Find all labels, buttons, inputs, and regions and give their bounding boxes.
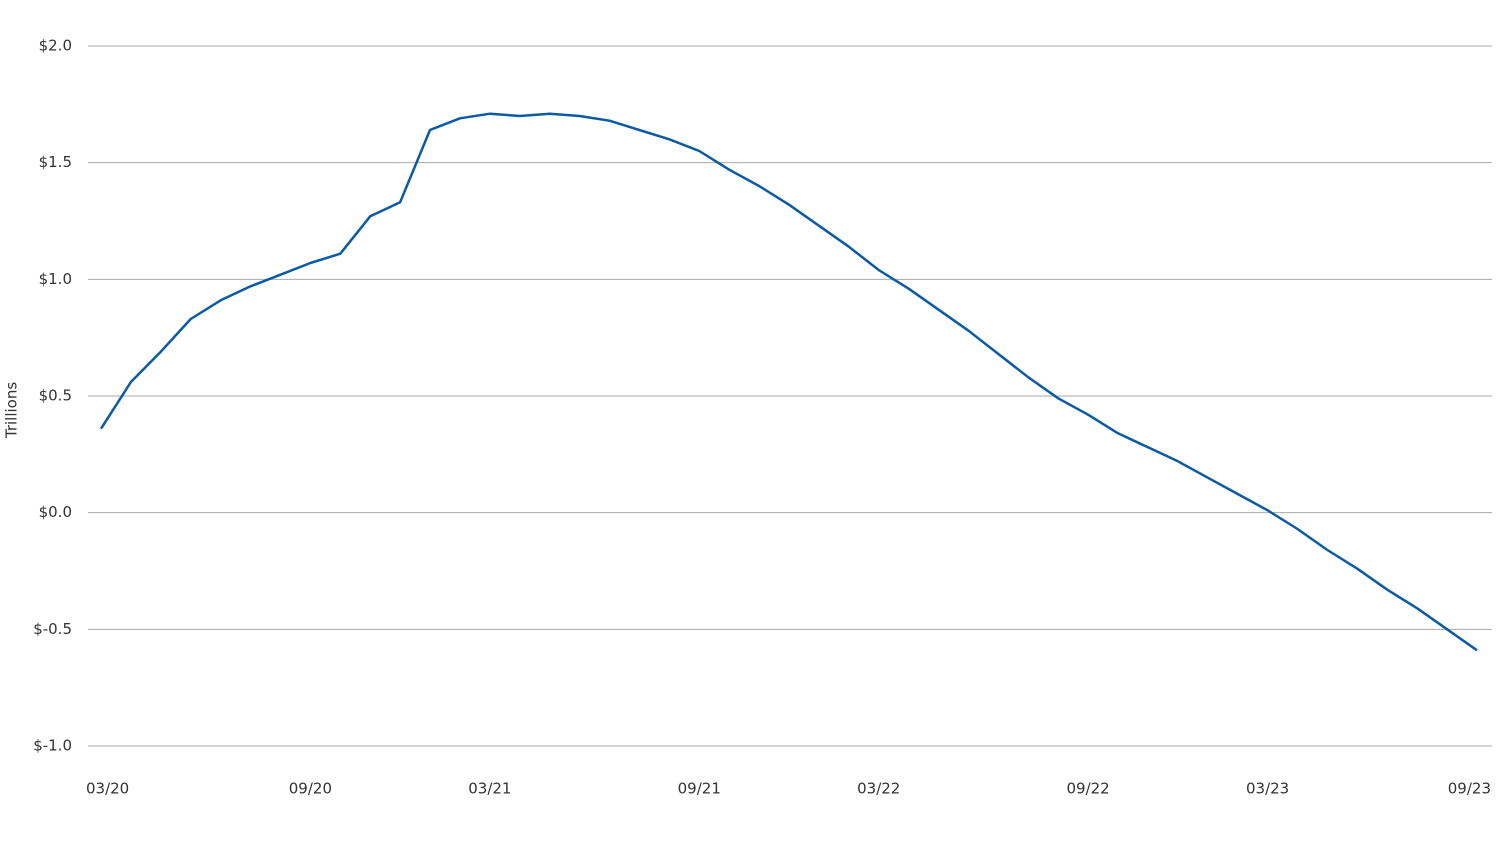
x-tick-label: 09/23 [1448, 780, 1491, 798]
y-tick-label: $1.5 [39, 153, 72, 171]
x-tick-label: 03/20 [86, 780, 129, 798]
x-tick-label: 03/22 [857, 780, 900, 798]
x-tick-label: 09/22 [1067, 780, 1110, 798]
line-series [99, 112, 1478, 652]
y-tick-label: $1.0 [39, 270, 72, 288]
y-tick-label: $2.0 [39, 37, 72, 55]
x-tick-label: 09/21 [678, 780, 721, 798]
y-tick-label: $0.0 [39, 503, 72, 521]
x-tick-label: 03/23 [1246, 780, 1289, 798]
y-tick-label: $0.5 [39, 387, 72, 405]
y-tick-label: $-1.0 [33, 737, 72, 755]
x-tick-label: 03/21 [468, 780, 511, 798]
y-axis-title: Trillions [3, 382, 21, 439]
y-tick-label: $-0.5 [33, 620, 72, 638]
x-tick-label: 09/20 [289, 780, 332, 798]
